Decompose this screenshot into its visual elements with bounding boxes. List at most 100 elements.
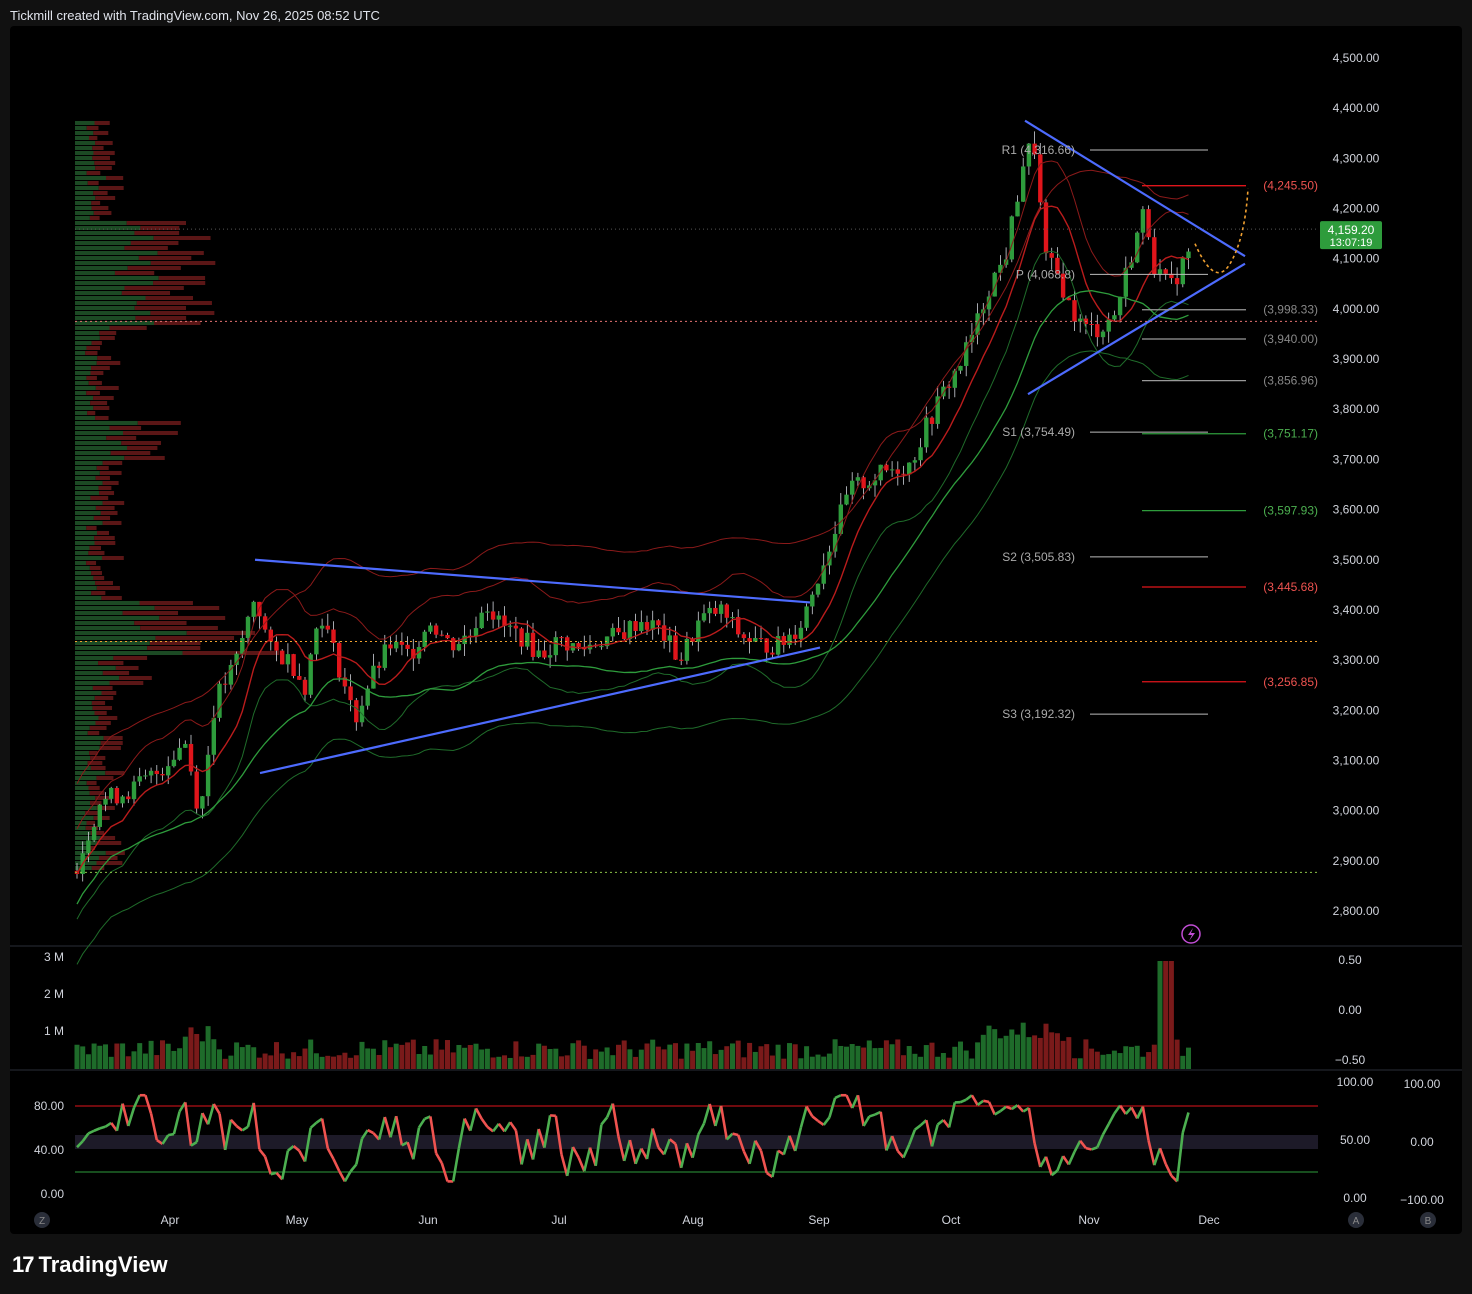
volume-profile-bar <box>75 716 99 720</box>
candle-up <box>1123 267 1128 297</box>
volume-profile-bar <box>75 216 90 220</box>
stoch-segment <box>907 1129 917 1146</box>
candle-down <box>946 386 952 388</box>
volume-profile-bar <box>96 861 123 865</box>
volume-bar <box>1111 1050 1117 1069</box>
volume-bar <box>217 1049 222 1069</box>
volume-profile-bar <box>130 241 179 245</box>
volume-bar <box>1100 1054 1106 1069</box>
volume-profile-bar <box>95 581 113 585</box>
volume-bar <box>524 1056 530 1069</box>
chart-area[interactable]: 4,500.00 4,400.00 4,300.00 4,200.00 4,100.00… <box>10 26 1462 1234</box>
volume-profile-bar <box>75 161 95 165</box>
pivot-label-r1: R1 (4,316.66) <box>1002 143 1075 157</box>
stoch-segment <box>434 1152 443 1164</box>
volume-bar <box>120 1043 126 1069</box>
volume-profile-bar <box>182 651 280 655</box>
volume-profile-bar <box>91 201 101 205</box>
volume-bar <box>382 1040 388 1069</box>
stoch-segment <box>417 1118 426 1129</box>
volume-profile-bar <box>75 331 100 335</box>
candle-up <box>120 796 125 804</box>
candle-up <box>371 665 376 689</box>
volume-bar <box>103 1044 108 1069</box>
volume-bar <box>393 1043 399 1069</box>
candle-up <box>878 464 883 481</box>
candle-down <box>542 650 547 658</box>
volume-profile-bar <box>87 761 103 765</box>
candle-up <box>627 621 633 639</box>
candle-down <box>758 638 764 640</box>
volume-profile-bar <box>98 486 112 490</box>
candle-up <box>832 533 838 552</box>
volume-profile-bar <box>92 146 104 150</box>
candle-down <box>679 659 684 661</box>
outer-upper-band <box>76 169 1189 784</box>
volume-profile-bar <box>75 336 100 340</box>
volume-profile-bar <box>75 341 92 345</box>
volume-profile-bar <box>94 536 115 540</box>
volume-profile-bar <box>75 446 128 450</box>
volume-bar <box>80 1046 86 1069</box>
volume-profile-bar <box>75 491 100 495</box>
stoch-segment <box>451 1147 461 1182</box>
stoch-segment <box>1181 1112 1190 1133</box>
volume-profile-bar <box>155 636 235 640</box>
candle-down <box>126 796 131 800</box>
candle-up <box>1129 262 1134 268</box>
candle-up <box>941 386 946 397</box>
osc-tick: 0.00 <box>41 1187 65 1201</box>
volume-profile-bar <box>75 326 110 330</box>
volume-profile-bar <box>96 586 120 590</box>
candle-up <box>1117 296 1123 316</box>
price-tick: 4,200.00 <box>1333 202 1380 216</box>
volume-profile-bar <box>153 321 201 325</box>
candle-up <box>924 417 929 448</box>
volume-bar <box>467 1045 473 1069</box>
volume-bar <box>758 1046 764 1069</box>
stoch-segment <box>235 1125 244 1132</box>
candle-down <box>741 634 747 639</box>
volume-bar <box>239 1047 245 1069</box>
candle-down <box>895 469 900 474</box>
volume-profile-bar <box>75 836 101 840</box>
candle-up <box>918 447 923 461</box>
volume-profile-bar <box>86 346 101 350</box>
volume-profile-bar <box>75 536 95 540</box>
tradingview-logo[interactable]: 17 TradingView <box>12 1252 168 1278</box>
volume-bar <box>1089 1048 1095 1069</box>
volume-profile-bar <box>153 281 206 285</box>
volume-bar <box>821 1056 827 1069</box>
volume-profile-bar <box>85 351 98 355</box>
volume-bar <box>205 1026 211 1069</box>
volume-profile-bar <box>93 151 115 155</box>
volume-bar <box>735 1040 741 1069</box>
stoch-segment <box>679 1142 689 1169</box>
volume-profile-bar <box>87 411 96 415</box>
candle-up <box>240 638 245 654</box>
candle-up <box>319 625 325 629</box>
volume-profile-bar <box>75 291 122 295</box>
volume-bar <box>1163 961 1169 1069</box>
candle-down <box>1163 269 1168 274</box>
stoch-segment <box>218 1113 227 1151</box>
candle-up <box>422 631 427 648</box>
osc-right-tick: 100.00 <box>1337 1075 1374 1089</box>
stoch-segment <box>474 1107 483 1120</box>
stoch-segment <box>822 1116 831 1126</box>
volume-profile-bar <box>75 841 98 845</box>
volume-bar <box>268 1055 274 1069</box>
volume-bar <box>769 1055 775 1069</box>
price-chart[interactable]: 4,500.00 4,400.00 4,300.00 4,200.00 4,100.00… <box>10 26 1462 1234</box>
volume-bar <box>547 1049 553 1069</box>
volume-profile-bar <box>75 346 87 350</box>
volume-profile-bar <box>88 786 100 790</box>
osc-right-tick: 0.00 <box>1343 1191 1367 1205</box>
scale-button-label: A <box>1353 1216 1360 1227</box>
stoch-segment <box>320 1118 330 1149</box>
stoch-segment <box>754 1140 763 1152</box>
stoch-segment <box>805 1105 814 1117</box>
stoch-segment <box>976 1099 985 1106</box>
candle-up <box>365 688 370 706</box>
